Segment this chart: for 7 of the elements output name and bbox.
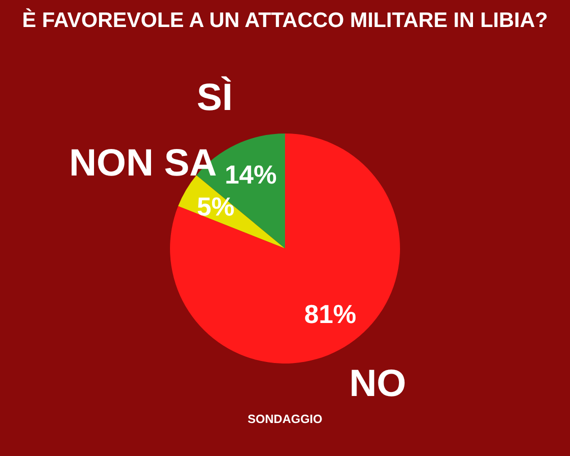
data-label: 5% bbox=[196, 192, 234, 222]
slice-label: NO bbox=[349, 362, 406, 405]
slice-label: SÌ bbox=[196, 76, 233, 120]
chart-title: È FAVOREVOLE A UN ATTACCO MILITARE IN LIBIA? bbox=[22, 8, 548, 32]
text: SONDAGGIO bbox=[248, 412, 322, 426]
data-label: 81% bbox=[304, 299, 356, 330]
data-label: 14% bbox=[224, 160, 277, 190]
